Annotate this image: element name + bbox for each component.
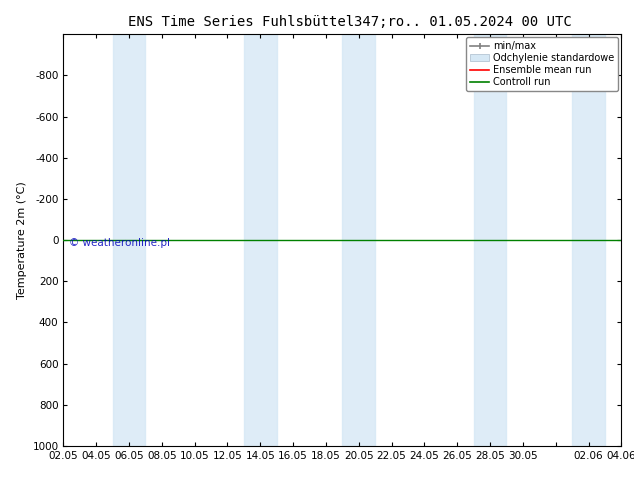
Bar — [572, 34, 605, 446]
Bar — [113, 34, 145, 446]
Text: ENS Time Series Fuhlsbüttel: ENS Time Series Fuhlsbüttel — [128, 15, 354, 29]
Bar — [474, 34, 507, 446]
Bar — [342, 34, 375, 446]
Text: © weatheronline.pl: © weatheronline.pl — [69, 238, 170, 248]
Text: 347;ro.. 01.05.2024 00 UTC: 347;ro.. 01.05.2024 00 UTC — [354, 15, 572, 29]
Legend: min/max, Odchylenie standardowe, Ensemble mean run, Controll run: min/max, Odchylenie standardowe, Ensembl… — [466, 37, 618, 91]
Y-axis label: Temperature 2m (°C): Temperature 2m (°C) — [17, 181, 27, 299]
Bar — [244, 34, 276, 446]
